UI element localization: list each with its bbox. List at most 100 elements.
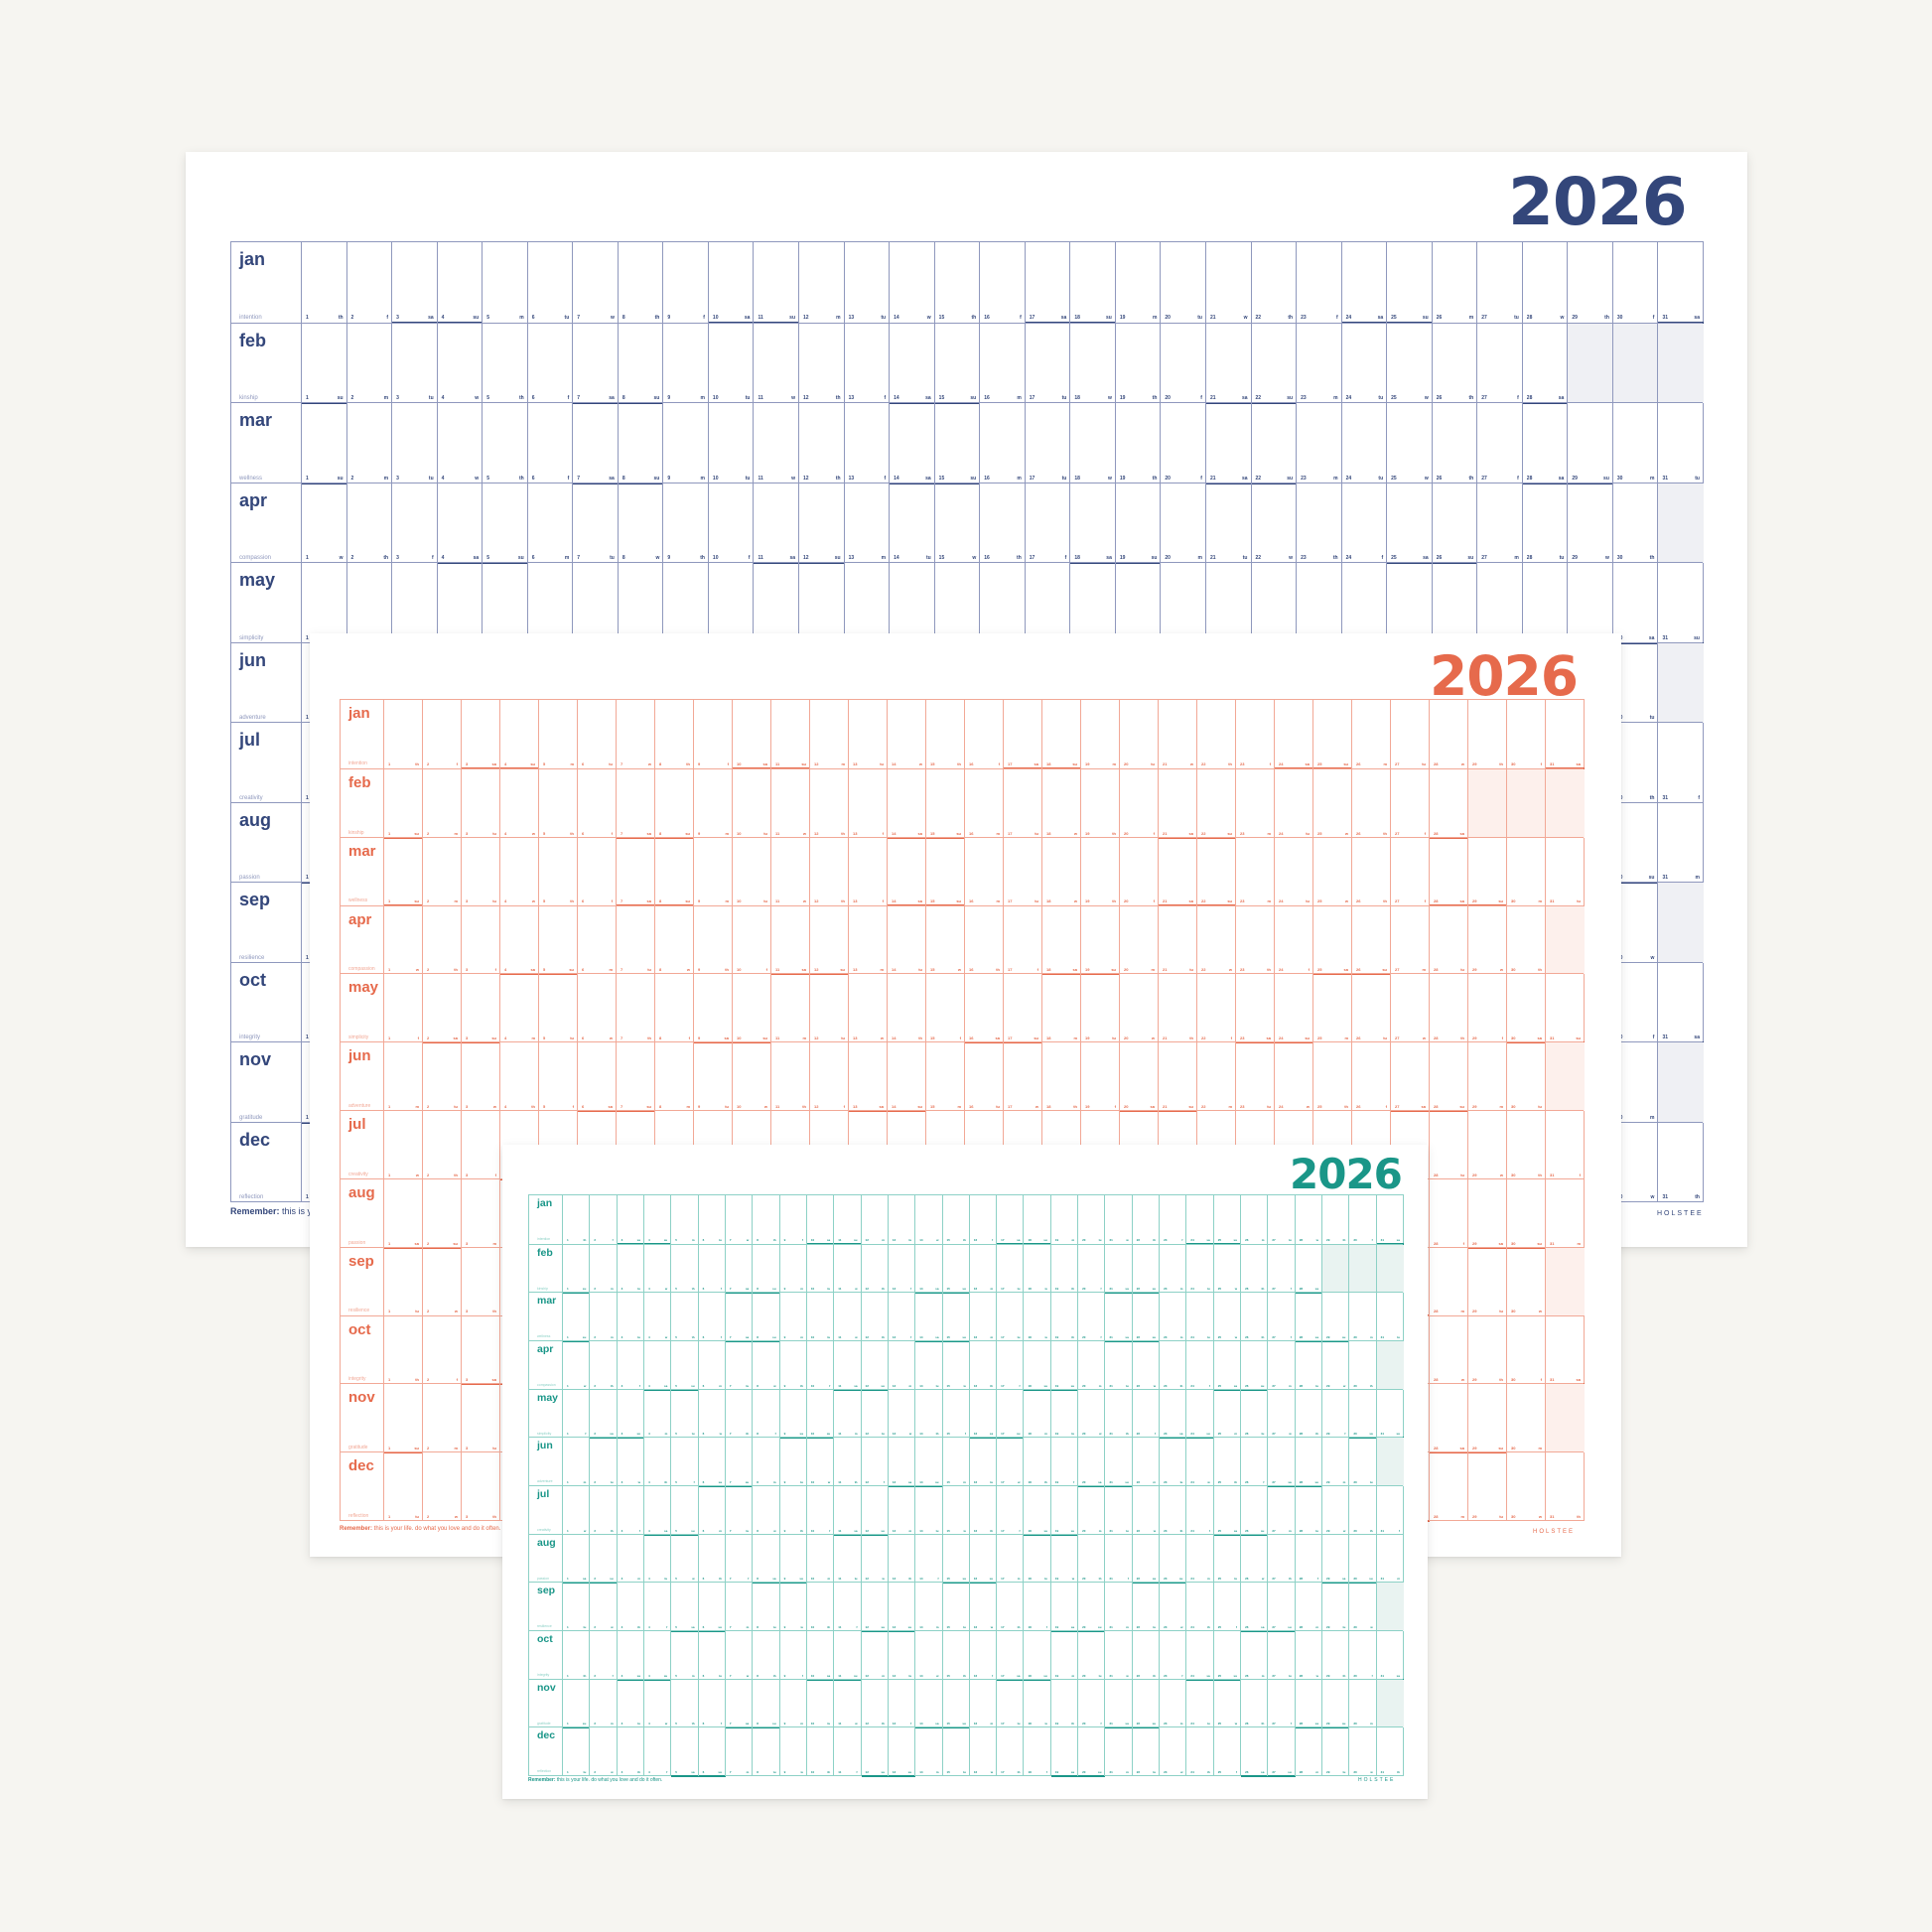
- weekday-label: f: [843, 1103, 845, 1109]
- day-number: 1: [567, 1577, 569, 1582]
- weekday-label: th: [1332, 555, 1338, 561]
- weekday-label: m: [700, 475, 705, 482]
- day-number: 19: [1054, 1479, 1059, 1484]
- weekend-underline: [890, 482, 935, 484]
- day-number: 10: [737, 760, 742, 766]
- weekday-label: sa: [1423, 555, 1429, 561]
- weekday-label: th: [882, 1334, 885, 1339]
- day-number: 10: [810, 1769, 815, 1774]
- weekday-label: f: [720, 1334, 722, 1339]
- day-number: 26: [1245, 1479, 1249, 1484]
- month-label: dec: [239, 1129, 271, 1150]
- day-number: 21: [1163, 760, 1168, 766]
- weekday-label: su: [989, 1577, 994, 1582]
- day-number: 7: [729, 1722, 732, 1726]
- weekday-label: f: [456, 1377, 458, 1383]
- weekend-underline: [698, 1774, 726, 1777]
- weekday-label: sa: [917, 898, 922, 904]
- weekday-label: su: [772, 1287, 776, 1292]
- day-cell: 15f: [933, 563, 981, 643]
- weekday-label: su: [1043, 1237, 1047, 1242]
- weekday-label: m: [454, 898, 458, 904]
- day-cell: 19 f: [1049, 1438, 1078, 1486]
- weekday-label: w: [531, 898, 535, 904]
- weekday-label: tu: [1151, 760, 1155, 766]
- weekday-label: m: [1369, 1334, 1373, 1339]
- weekday-label: sa: [636, 1673, 640, 1678]
- weekday-label: sa: [745, 1334, 750, 1339]
- weekday-label: th: [835, 395, 841, 401]
- weekday-label: f: [1155, 1432, 1157, 1437]
- day-number: 11: [758, 475, 763, 482]
- weekday-label: f: [727, 760, 729, 766]
- day-number: 10: [810, 1383, 815, 1388]
- month-theme: passion: [239, 875, 260, 881]
- day-number: 11: [838, 1432, 842, 1437]
- day-number: 17: [1001, 1577, 1005, 1582]
- weekday-label: tu: [1071, 1432, 1075, 1437]
- day-number: 20: [1165, 395, 1171, 401]
- month-theme: wellness: [537, 1334, 551, 1339]
- weekday-label: w: [763, 1103, 767, 1109]
- day-number: 2: [594, 1237, 596, 1242]
- day-number: 6: [702, 1769, 705, 1774]
- weekend-underline: [965, 1041, 1004, 1044]
- weekday-label: th: [1071, 1334, 1075, 1339]
- weekday-label: su: [1343, 760, 1348, 766]
- day-number: 27: [1395, 967, 1400, 973]
- weekday-label: tu: [719, 1237, 722, 1242]
- day-number: 29: [1326, 1237, 1330, 1242]
- day-number: 22: [1201, 1035, 1206, 1041]
- weekday-label: tu: [1288, 1237, 1292, 1242]
- weekday-label: sa: [1266, 1035, 1271, 1041]
- day-number: 23: [1240, 967, 1245, 973]
- weekday-label: f: [1073, 1479, 1075, 1484]
- day-number: 8: [659, 898, 662, 904]
- weekday-label: th: [1315, 1432, 1319, 1437]
- day-number: 28: [1299, 1432, 1304, 1437]
- day-number: 6: [582, 898, 585, 904]
- day-number: 6: [702, 1479, 705, 1484]
- day-number: 25: [1317, 760, 1322, 766]
- month-theme: creativity: [239, 794, 263, 801]
- weekend-underline: [1568, 482, 1613, 484]
- weekday-label: m: [1499, 1103, 1503, 1109]
- weekday-label: sa: [881, 1624, 885, 1629]
- month-label: apr: [348, 910, 372, 928]
- day-number: 30: [1353, 1577, 1357, 1582]
- day-number: 14: [894, 395, 899, 401]
- day-number: 14: [919, 1722, 923, 1726]
- month-label: nov: [348, 1389, 375, 1407]
- day-number: 27: [1481, 475, 1487, 482]
